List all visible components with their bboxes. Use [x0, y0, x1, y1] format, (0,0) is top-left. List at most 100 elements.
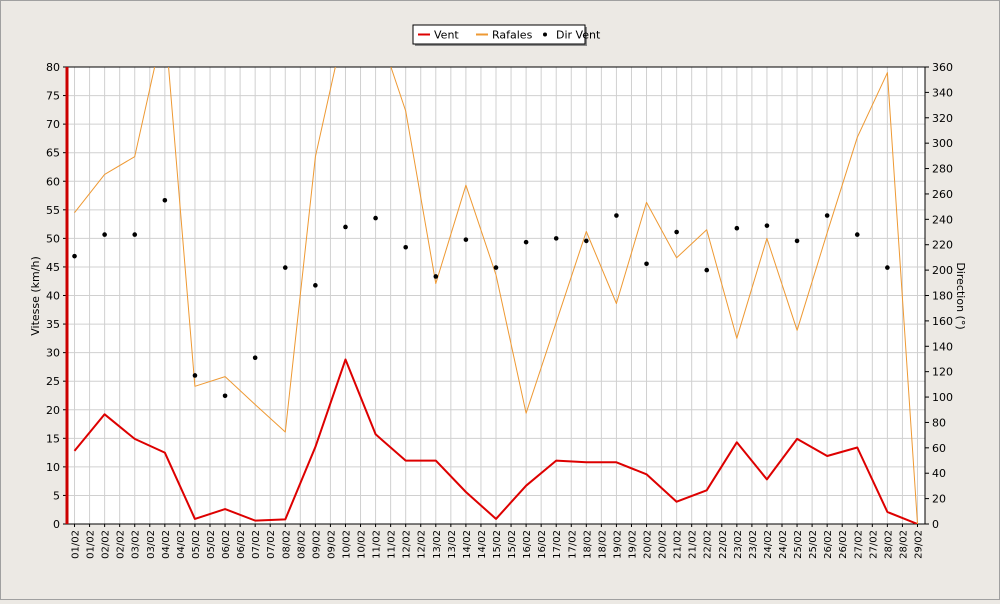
legend-marker-dir-vent [543, 32, 547, 37]
x-tick-label: 12/02 [402, 530, 413, 559]
y2-tick-label: 320 [932, 112, 953, 125]
x-tick-label: 23/02 [733, 530, 744, 559]
y2-tick-label: 280 [932, 163, 953, 176]
x-tick-label: 21/02 [673, 530, 684, 559]
x-tick-label: 16/02 [522, 530, 533, 559]
x-tick-label: 20/02 [658, 530, 669, 559]
point-dir-vent [72, 253, 77, 259]
x-tick-label: 05/02 [191, 530, 202, 559]
grid [67, 66, 925, 525]
y-tick-label: 65 [46, 147, 60, 160]
x-tick-label: 08/02 [281, 530, 292, 559]
point-dir-vent [824, 213, 830, 218]
point-dir-vent [282, 265, 288, 270]
line-rafales [74, 67, 918, 524]
x-tick-label: 11/02 [372, 530, 383, 559]
x-tick-label: 24/02 [763, 530, 774, 559]
legend-label-vent: Vent [434, 29, 459, 42]
y2-tick-label: 120 [932, 366, 953, 379]
point-dir-vent [704, 267, 710, 273]
x-tick-label: 10/02 [357, 530, 368, 559]
x-tick-label: 03/02 [146, 530, 157, 559]
x-tick-label: 10/02 [341, 530, 352, 559]
x-tick-label: 09/02 [326, 530, 337, 559]
point-dir-vent [192, 373, 198, 378]
x-tick-label: 22/02 [718, 530, 729, 559]
x-tick-label: 18/02 [582, 530, 593, 559]
x-tick-label: 21/02 [688, 530, 699, 559]
y2-tick-label: 80 [932, 416, 946, 429]
y-tick-label: 25 [46, 375, 60, 388]
y-tick-label: 10 [46, 461, 60, 474]
x-tick-label: 26/02 [838, 530, 849, 559]
y-tick-label: 75 [46, 90, 60, 103]
x-tick-label: 25/02 [793, 530, 804, 559]
y2-tick-label: 160 [932, 315, 953, 328]
x-tick-label: 16/02 [537, 530, 548, 559]
y2-tick-label: 0 [932, 518, 939, 531]
x-tick-label: 28/02 [898, 530, 909, 559]
point-dir-vent [343, 224, 348, 230]
x-tick-label: 05/02 [206, 530, 217, 559]
point-dir-vent [644, 261, 649, 267]
y2-tick-label: 220 [932, 239, 953, 252]
point-dir-vent [433, 274, 439, 279]
x-tick-label: 23/02 [748, 530, 759, 559]
line-vent [73, 358, 918, 524]
x-tick-label: 02/02 [101, 530, 112, 559]
y2-tick-label: 140 [932, 340, 953, 353]
x-tick-label: 08/02 [296, 530, 307, 559]
point-dir-vent [584, 238, 589, 244]
x-tick-label: 14/02 [462, 530, 473, 559]
y2-tick-label: 180 [932, 290, 953, 303]
y2-tick-label: 360 [932, 61, 953, 74]
x-tick-label: 13/02 [447, 530, 458, 559]
legend-box [412, 24, 586, 45]
y2-tick-label: 300 [932, 137, 953, 150]
x-tick-label: 13/02 [432, 530, 443, 559]
x-tick-label: 14/02 [477, 530, 488, 559]
y-tick-label: 15 [46, 432, 60, 445]
y-tick-label: 70 [46, 118, 60, 131]
series-layer [72, 67, 918, 524]
y-tick-label: 20 [46, 404, 60, 417]
x-tick-label: 24/02 [778, 530, 789, 559]
x-tick-label: 28/02 [883, 530, 894, 559]
x-tick-label: 29/02 [913, 530, 924, 559]
series-rafales [74, 67, 918, 524]
legend-label-rafales: Rafales [492, 29, 533, 42]
x-tick-label: 15/02 [507, 530, 518, 559]
y2-axis-label: Direction (°) [954, 262, 967, 329]
y2-tick-label: 240 [932, 213, 953, 226]
series-dir-vent [72, 197, 890, 399]
point-dir-vent [463, 237, 469, 242]
legend: Vent Rafales Dir Vent [412, 24, 601, 46]
series-vent [73, 358, 918, 524]
y-tick-label: 50 [46, 232, 60, 245]
point-dir-vent [493, 265, 499, 270]
point-dir-vent [553, 236, 559, 241]
point-dir-vent [764, 223, 770, 228]
x-tick-label: 22/02 [703, 530, 714, 559]
x-tick-label: 20/02 [643, 530, 654, 559]
y2-tick-label: 260 [932, 188, 953, 201]
y-axis-label: Vitesse (km/h) [29, 256, 42, 336]
x-tick-label: 18/02 [597, 530, 608, 559]
point-dir-vent [252, 355, 258, 361]
point-dir-vent [313, 283, 318, 288]
point-dir-vent [222, 393, 228, 399]
x-tick-label: 15/02 [492, 530, 503, 559]
point-dir-vent [794, 238, 800, 244]
x-tick-label: 26/02 [823, 530, 834, 559]
y-tick-label: 45 [46, 261, 60, 274]
point-dir-vent [102, 232, 107, 237]
y-tick-label: 35 [46, 318, 60, 331]
point-dir-vent [403, 244, 408, 250]
y-tick-label: 55 [46, 204, 60, 217]
point-dir-vent [614, 213, 619, 218]
x-tick-label: 03/02 [131, 530, 142, 559]
y2-tick-label: 40 [932, 467, 946, 480]
y-tick-label: 80 [46, 61, 60, 74]
point-dir-vent [854, 232, 860, 237]
